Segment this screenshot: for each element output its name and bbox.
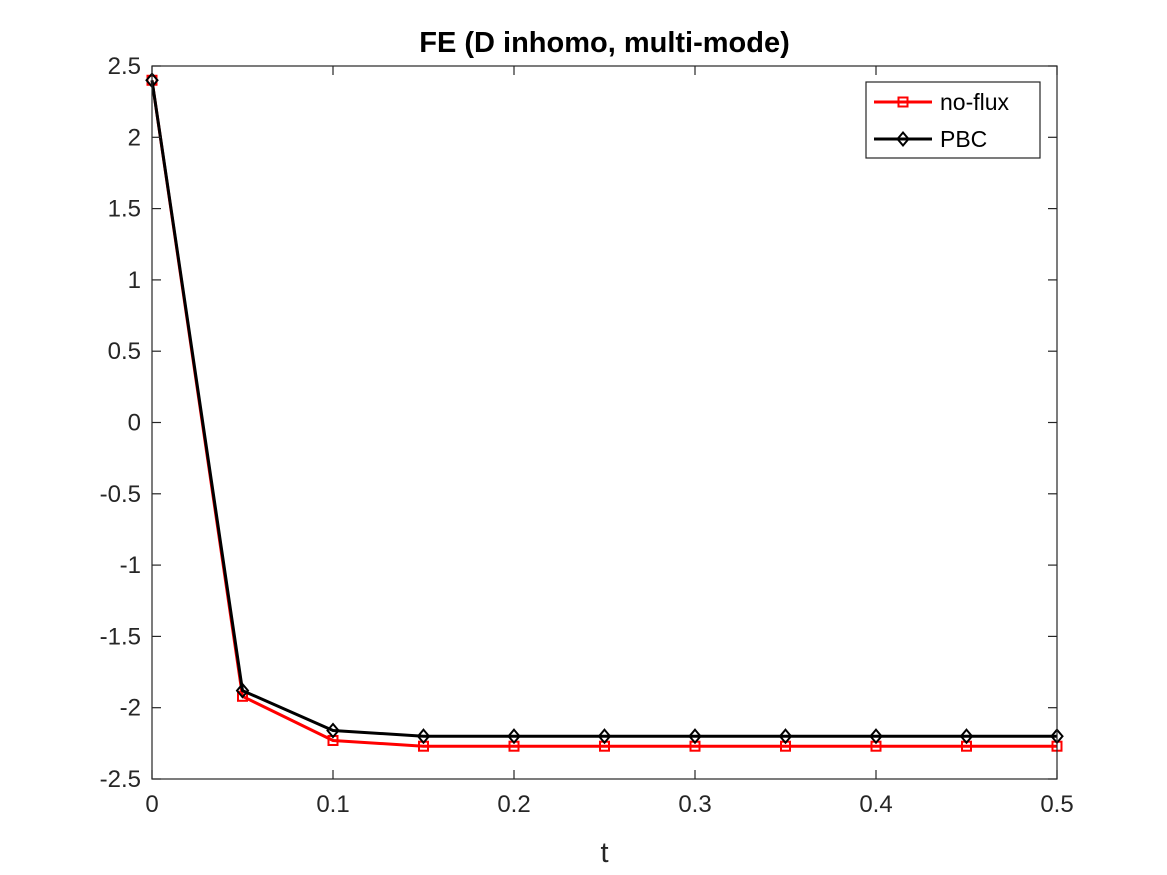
data-point-PBC (235, 682, 250, 699)
data-point-PBC (778, 728, 793, 745)
legend-label-no-flux: no-flux (940, 89, 1010, 115)
x-tick-label: 0.4 (859, 791, 892, 818)
y-tick-label: 1 (128, 267, 141, 294)
data-point-PBC (959, 728, 974, 745)
y-tick-label: -2.5 (100, 766, 141, 793)
series-line-no-flux (150, 80, 1057, 748)
data-point-PBC (869, 728, 883, 745)
data-point-PBC (507, 728, 521, 745)
y-tick-label: -1.5 (100, 623, 141, 650)
x-tick-label: 0.5 (1040, 791, 1073, 818)
x-tick-label: 0.2 (497, 791, 530, 818)
x-tick-label: 0.3 (678, 791, 711, 818)
legend: no-flux PBC (865, 81, 1041, 159)
x-tick-label: 0.1 (316, 791, 349, 818)
legend-marker-PBC (896, 130, 910, 148)
legend-box (865, 81, 1041, 159)
x-axis-label: t (600, 837, 608, 869)
y-tick-label: -1 (120, 552, 141, 579)
y-tick-label: -0.5 (100, 481, 141, 508)
y-tick-label: 2 (128, 124, 141, 151)
data-point-PBC (597, 728, 612, 745)
x-tick-label: 0 (145, 791, 158, 818)
data-point-PBC (326, 722, 340, 739)
series-line-PBC (150, 80, 1057, 738)
axes-group: 0 0.1 0.2 0.3 0.4 0.5 2.5 2 1.5 1 0.5 0 -0.5 -1 -1.5 -2… (100, 53, 1074, 818)
legend-label-PBC: PBC (940, 126, 987, 152)
y-tick-label: 1.5 (108, 196, 141, 223)
y-tick-label: 0.5 (108, 338, 141, 365)
y-tick-label: 2.5 (108, 53, 141, 80)
y-tick-label: 0 (128, 410, 141, 437)
y-tick-label: -2 (120, 695, 141, 722)
chart-title: FE (D inhomo, multi-mode) (419, 27, 790, 59)
plot-area (152, 66, 1057, 779)
data-point-PBC (416, 728, 431, 745)
legend-marker-no-flux (897, 96, 909, 108)
data-point-PBC (688, 728, 702, 745)
